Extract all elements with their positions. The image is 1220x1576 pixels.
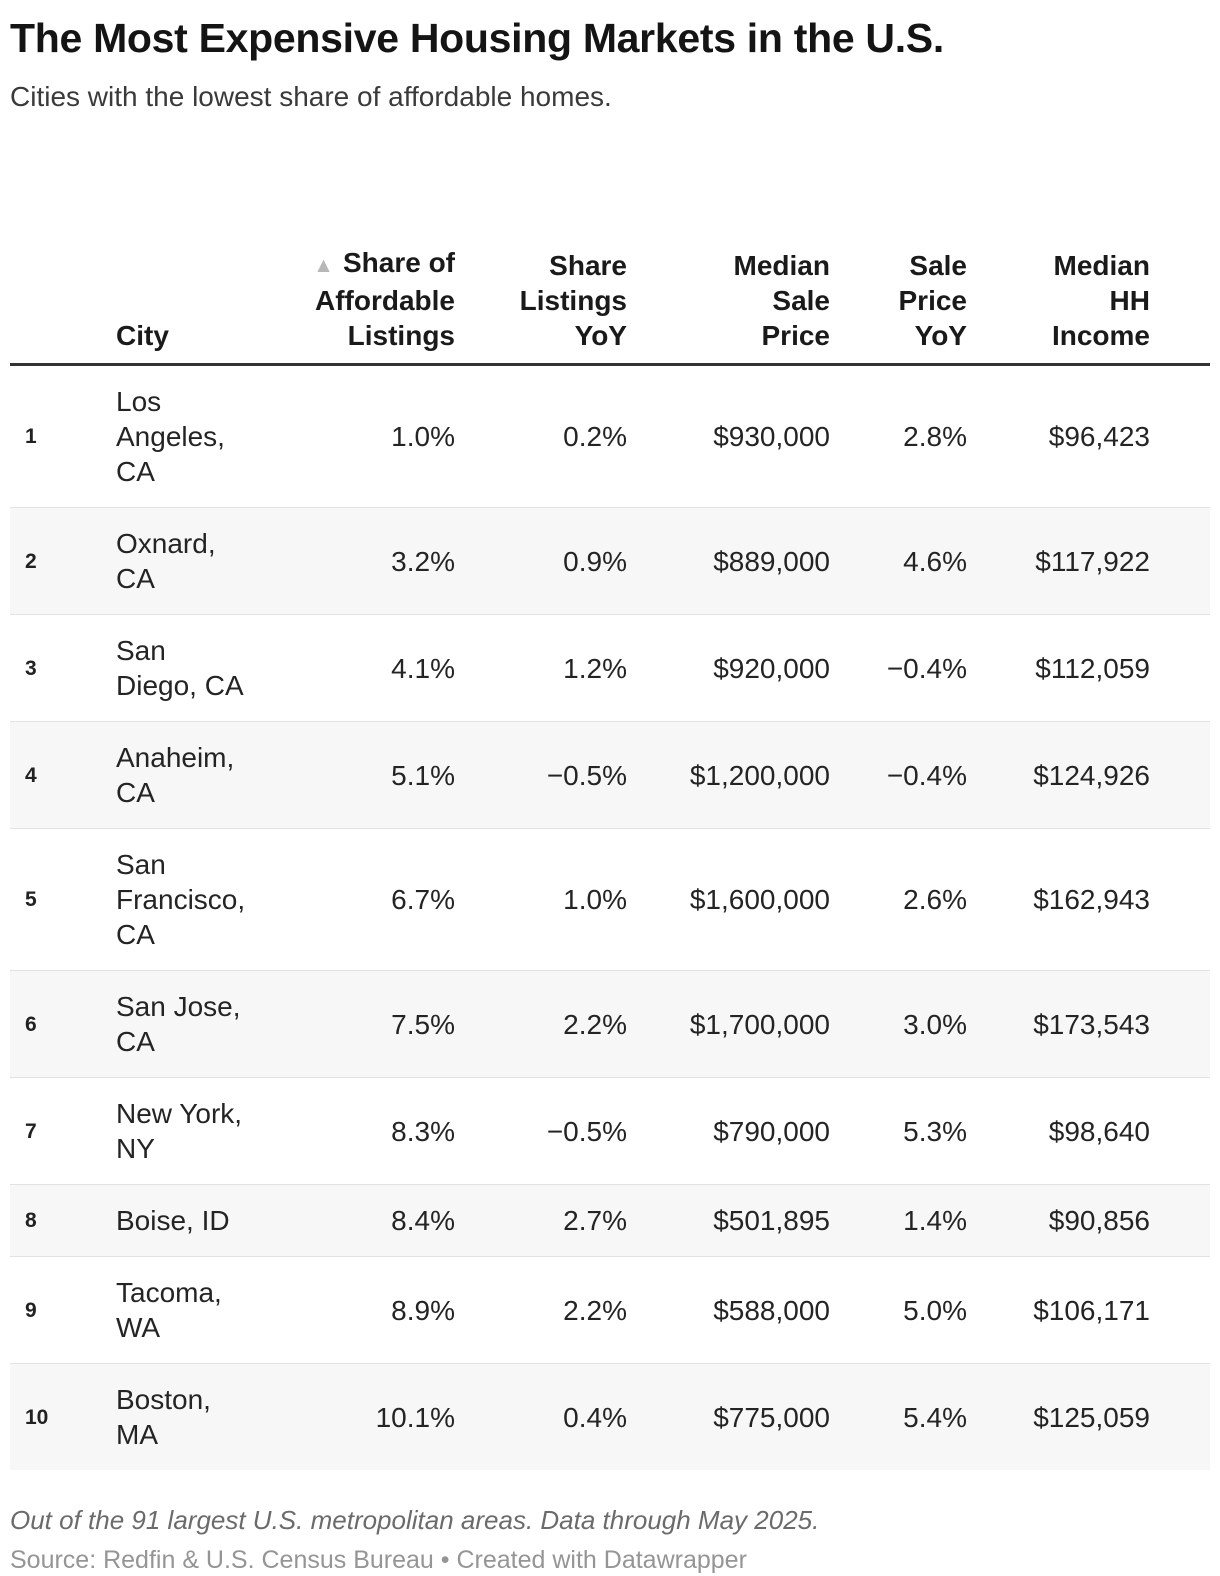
cell-median-hh-income: $117,922 [1035,545,1150,577]
cell-median-sale-price: $930,000 [713,421,830,453]
row-rank: 3 [25,656,37,680]
cell-share-affordable: 3.2% [391,545,455,577]
cell-median-sale-price: $790,000 [713,1115,830,1147]
cell-share-listings-yoy: 0.4% [563,1401,627,1433]
cell-median-hh-income: $162,943 [1033,884,1150,916]
cell-share-affordable: 8.3% [391,1115,455,1147]
row-rank: 5 [25,888,37,912]
cell-share-listings-yoy: −0.5% [546,1115,627,1147]
cell-sale-price-yoy: −0.4% [886,759,967,791]
cell-median-hh-income: $98,640 [1048,1115,1150,1147]
sort-ascending-icon: ▲ [313,254,334,278]
table-row: 2 Oxnard, CA 3.2% 0.9% $889,000 4.6% $11… [10,507,1210,615]
table-row: 10 Boston, MA 10.1% 0.4% $775,000 5.4% $… [10,1363,1210,1471]
housing-markets-table: City ▲ Share of Affordable Listings Share… [10,231,1210,1471]
cell-share-listings-yoy: 2.2% [563,1294,627,1326]
cell-median-hh-income: $106,171 [1033,1294,1150,1326]
cell-median-hh-income: $90,856 [1048,1205,1150,1237]
row-rank: 8 [25,1209,37,1233]
cell-city: Boise, ID [116,1205,230,1237]
cell-sale-price-yoy: 5.4% [903,1401,967,1433]
source-line: Source: Redfin & U.S. Census Bureau • Cr… [10,1546,747,1575]
column-header-share-listings-yoy[interactable]: Share Listings YoY [465,231,637,367]
column-header-rank [10,231,106,367]
cell-city: Oxnard, CA [116,528,216,595]
cell-share-affordable: 8.4% [391,1205,455,1237]
cell-share-affordable: 7.5% [391,1008,455,1040]
cell-median-hh-income: $124,926 [1033,759,1150,791]
cell-city: New York, NY [116,1098,243,1165]
cell-share-listings-yoy: 0.2% [563,421,627,453]
cell-share-affordable: 4.1% [391,652,455,684]
cell-median-sale-price: $889,000 [713,545,830,577]
cell-city: San Francisco, CA [116,849,246,951]
table-row: 5 San Francisco, CA 6.7% 1.0% $1,600,000… [10,828,1210,971]
cell-sale-price-yoy: −0.4% [886,652,967,684]
footnote: Out of the 91 largest U.S. metropolitan … [10,1505,820,1536]
cell-median-hh-income: $96,423 [1048,421,1150,453]
row-rank: 6 [25,1012,37,1036]
cell-share-listings-yoy: 1.0% [563,884,627,916]
cell-share-affordable: 10.1% [375,1401,455,1433]
cell-city: Tacoma, WA [116,1277,222,1344]
cell-city: Boston, MA [116,1384,211,1451]
cell-median-sale-price: $775,000 [713,1401,830,1433]
cell-share-affordable: 5.1% [391,759,455,791]
cell-sale-price-yoy: 2.8% [903,421,967,453]
cell-share-listings-yoy: −0.5% [546,759,627,791]
cell-share-listings-yoy: 1.2% [563,652,627,684]
cell-median-hh-income: $112,059 [1035,652,1150,684]
cell-median-sale-price: $1,600,000 [689,884,830,916]
cell-sale-price-yoy: 1.4% [903,1205,967,1237]
cell-share-listings-yoy: 2.7% [563,1205,627,1237]
cell-sale-price-yoy: 5.3% [903,1115,967,1147]
cell-median-sale-price: $920,000 [713,652,830,684]
page-title: The Most Expensive Housing Markets in th… [10,15,944,61]
table-row: 7 New York, NY 8.3% −0.5% $790,000 5.3% … [10,1077,1210,1185]
cell-city: San Jose, CA [116,991,241,1058]
cell-sale-price-yoy: 3.0% [903,1008,967,1040]
cell-median-sale-price: $1,700,000 [689,1008,830,1040]
column-header-city[interactable]: City [106,231,276,367]
cell-median-hh-income: $173,543 [1033,1008,1150,1040]
column-header-share-affordable-label: Share of Affordable Listings [315,247,455,352]
column-header-share-affordable[interactable]: ▲ Share of Affordable Listings [276,231,465,367]
table-header-row: City ▲ Share of Affordable Listings Share… [10,231,1210,367]
cell-median-sale-price: $588,000 [713,1294,830,1326]
row-rank: 9 [25,1298,37,1322]
table-header: City ▲ Share of Affordable Listings Share… [10,231,1210,367]
cell-median-sale-price: $1,200,000 [689,759,830,791]
cell-city: Los Angeles, CA [116,386,225,488]
cell-city: San Diego, CA [116,635,244,702]
row-rank: 10 [25,1405,49,1429]
cell-share-affordable: 1.0% [391,421,455,453]
cell-sale-price-yoy: 5.0% [903,1294,967,1326]
row-rank: 7 [25,1119,37,1143]
cell-sale-price-yoy: 4.6% [903,545,967,577]
cell-sale-price-yoy: 2.6% [903,884,967,916]
cell-share-affordable: 6.7% [391,884,455,916]
column-header-median-sale-price[interactable]: Median Sale Price [637,231,840,367]
cell-city: Anaheim, CA [116,742,235,809]
cell-median-hh-income: $125,059 [1033,1401,1150,1433]
cell-share-affordable: 8.9% [391,1294,455,1326]
table-row: 1 Los Angeles, CA 1.0% 0.2% $930,000 2.8… [10,365,1210,508]
column-header-median-hh-income[interactable]: Median HH Income [977,231,1210,367]
table-row: 8 Boise, ID 8.4% 2.7% $501,895 1.4% $90,… [10,1184,1210,1257]
column-header-sale-price-yoy[interactable]: Sale Price YoY [840,231,977,367]
page-subtitle: Cities with the lowest share of affordab… [10,81,612,113]
table-row: 6 San Jose, CA 7.5% 2.2% $1,700,000 3.0%… [10,970,1210,1078]
cell-median-sale-price: $501,895 [713,1205,830,1237]
row-rank: 2 [25,549,37,573]
cell-share-listings-yoy: 2.2% [563,1008,627,1040]
cell-share-listings-yoy: 0.9% [563,545,627,577]
table-row: 4 Anaheim, CA 5.1% −0.5% $1,200,000 −0.4… [10,721,1210,829]
row-rank: 1 [25,425,37,449]
table-row: 3 San Diego, CA 4.1% 1.2% $920,000 −0.4%… [10,614,1210,722]
table-body: 1 Los Angeles, CA 1.0% 0.2% $930,000 2.8… [10,365,1210,1471]
row-rank: 4 [25,763,37,787]
table-row: 9 Tacoma, WA 8.9% 2.2% $588,000 5.0% $10… [10,1256,1210,1364]
